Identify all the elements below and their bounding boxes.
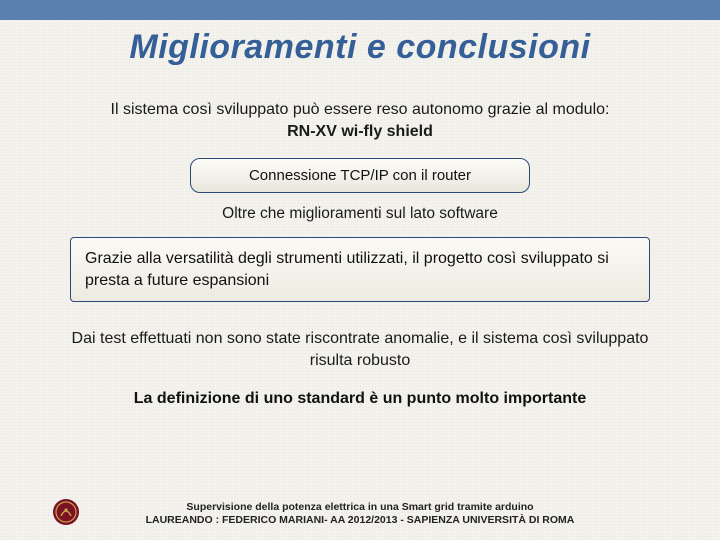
standard-paragraph: La definizione di uno standard è un punt… xyxy=(60,390,660,408)
robustness-paragraph: Dai test effettuati non sono state risco… xyxy=(60,328,660,371)
intro-line2: RN-XV wi-fly shield xyxy=(287,123,433,140)
tcp-ip-pill: Connessione TCP/IP con il router xyxy=(190,158,530,193)
software-subline: Oltre che miglioramenti sul lato softwar… xyxy=(60,205,660,223)
expansion-callout: Grazie alla versatilità degli strumenti … xyxy=(70,237,650,302)
intro-block: Il sistema così sviluppato può essere re… xyxy=(60,99,660,142)
slide-content: Il sistema così sviluppato può essere re… xyxy=(0,99,720,408)
slide-title: Miglioramenti e conclusioni xyxy=(0,28,720,67)
footer-line1: Supervisione della potenza elettrica in … xyxy=(0,501,720,515)
top-accent-bar xyxy=(0,0,720,20)
footer-line2: LAUREANDO : FEDERICO MARIANI- AA 2012/20… xyxy=(0,514,720,528)
intro-line1: Il sistema così sviluppato può essere re… xyxy=(111,101,610,118)
slide-footer: Supervisione della potenza elettrica in … xyxy=(0,501,720,528)
